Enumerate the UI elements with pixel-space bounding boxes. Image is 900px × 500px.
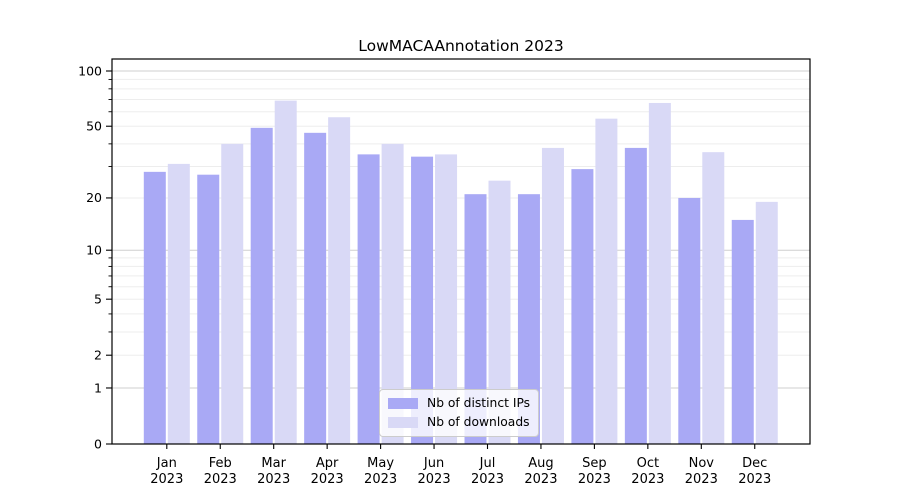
bar-downloads [381, 143, 404, 444]
bar-downloads [595, 118, 618, 444]
bar-downloads [274, 100, 297, 444]
x-tick-label-month: Sep [582, 456, 607, 471]
x-tick-label-year: 2023 [471, 472, 504, 487]
bar-distinct-ips [678, 197, 701, 444]
x-tick-label-year: 2023 [364, 472, 397, 487]
y-tick-label: 0 [94, 436, 102, 451]
bar-downloads [221, 143, 244, 444]
x-tick-label-month: Oct [637, 456, 659, 471]
legend-entry-distinct-ips: Nb of distinct IPs [388, 396, 530, 411]
bar-distinct-ips [624, 147, 647, 444]
bar-downloads [702, 152, 725, 444]
chart-title: LowMACAAnnotation 2023 [358, 37, 564, 55]
legend-swatch-distinct-ips [388, 398, 418, 409]
bar-distinct-ips [357, 154, 380, 444]
x-tick-label-year: 2023 [524, 472, 557, 487]
bar-distinct-ips [517, 194, 540, 444]
bar-downloads [328, 117, 351, 444]
bar-downloads [541, 147, 564, 444]
bar-distinct-ips [250, 127, 273, 444]
x-tick-label-month: Aug [528, 456, 553, 471]
bar-distinct-ips [197, 174, 220, 444]
bar-distinct-ips [464, 194, 487, 444]
bar-downloads [648, 102, 671, 444]
legend-label-distinct-ips: Nb of distinct IPs [427, 396, 531, 410]
x-tick-label-year: 2023 [631, 472, 664, 487]
x-tick-label-year: 2023 [418, 472, 451, 487]
legend: Nb of distinct IPs Nb of downloads [379, 389, 540, 437]
y-tick-label: 100 [78, 63, 102, 78]
y-tick-label: 50 [86, 119, 102, 134]
x-tick-label-year: 2023 [311, 472, 344, 487]
bar-downloads [435, 154, 458, 444]
x-tick-label-month: Apr [316, 456, 339, 471]
legend-label-downloads: Nb of downloads [427, 415, 530, 429]
x-tick-label-month: May [367, 456, 394, 471]
bar-distinct-ips [731, 219, 754, 444]
x-tick-label-month: Nov [689, 456, 715, 471]
plot-frame [111, 58, 811, 445]
legend-entry-downloads: Nb of downloads [388, 415, 530, 430]
x-tick-label-month: Jul [479, 456, 496, 471]
bar-downloads [755, 201, 778, 444]
x-tick-label-year: 2023 [685, 472, 718, 487]
y-tick-label: 20 [86, 190, 102, 205]
bar-downloads [167, 163, 190, 444]
x-tick-label-year: 2023 [578, 472, 611, 487]
legend-swatch-downloads [388, 417, 418, 428]
bar-downloads [488, 180, 511, 444]
x-tick-label-month: Jan [156, 456, 177, 471]
bar-distinct-ips [304, 132, 327, 444]
x-tick-label-year: 2023 [257, 472, 290, 487]
bar-distinct-ips [571, 169, 594, 444]
x-tick-label-month: Dec [742, 456, 767, 471]
bar-distinct-ips [411, 156, 434, 445]
x-tick-label-month: Mar [261, 456, 286, 471]
x-tick-label-year: 2023 [738, 472, 771, 487]
y-tick-label: 2 [94, 348, 102, 363]
y-tick-label: 10 [86, 242, 102, 257]
x-tick-label-month: Jun [423, 456, 444, 471]
y-tick-label: 5 [94, 291, 102, 306]
y-tick-label: 1 [94, 380, 102, 395]
x-tick-label-month: Feb [209, 456, 232, 471]
x-tick-label-year: 2023 [204, 472, 237, 487]
x-tick-label-year: 2023 [150, 472, 183, 487]
bar-distinct-ips [143, 171, 166, 444]
